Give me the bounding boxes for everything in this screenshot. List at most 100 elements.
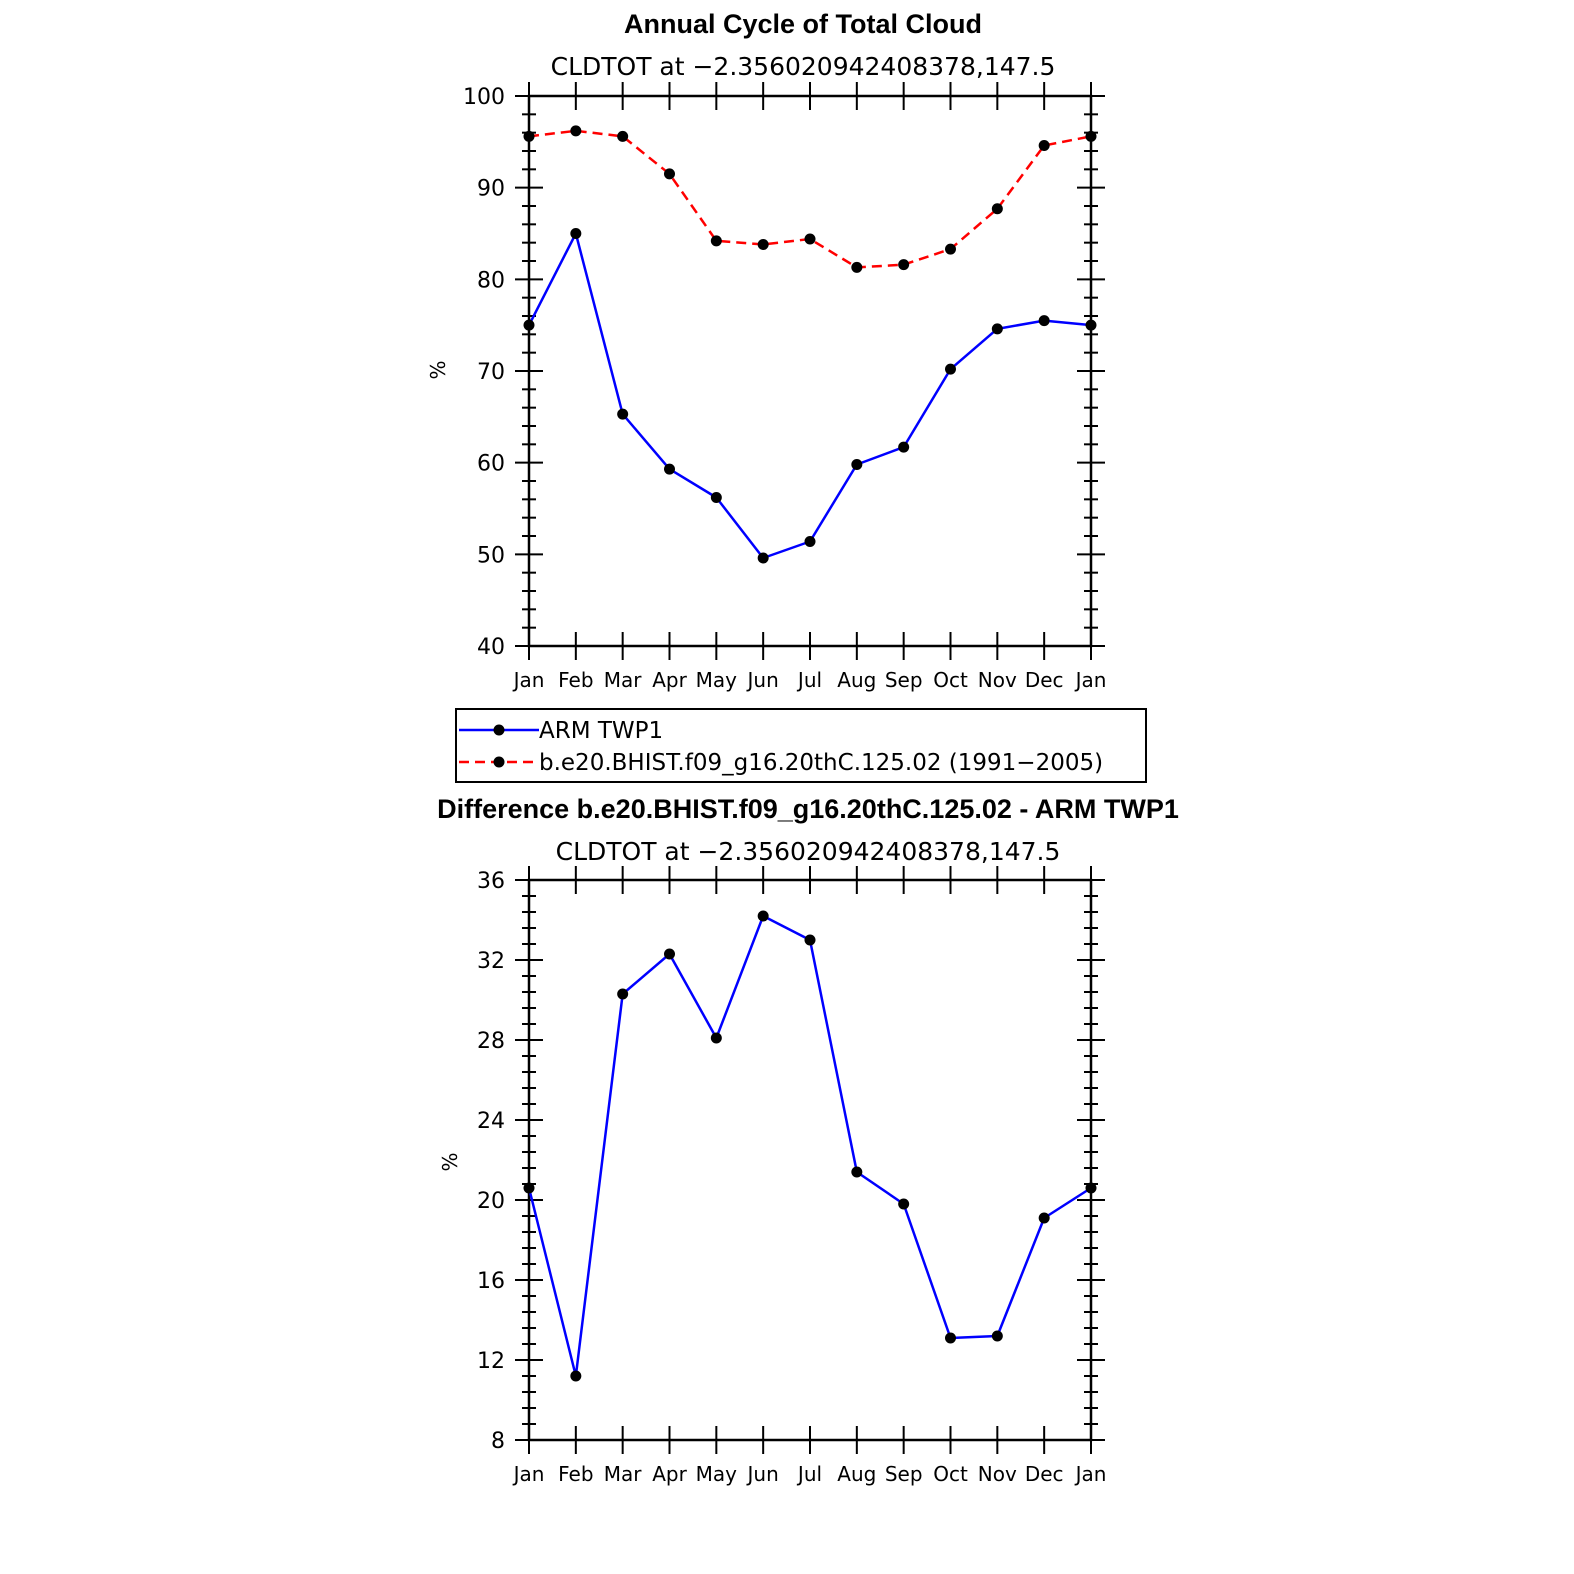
- top-series-1-point: [851, 261, 863, 273]
- bottom-x-tick-label: Jun: [746, 1462, 779, 1486]
- top-y-tick-label: 40: [477, 635, 505, 660]
- bottom-chart-title: Difference b.e20.BHIST.f09_g16.20thC.125…: [437, 794, 1179, 824]
- bottom-series-0-point: [1038, 1212, 1050, 1224]
- bottom-series-0-point: [1085, 1182, 1097, 1194]
- legend-label-model: b.e20.BHIST.f09_g16.20thC.125.02 (1991−2…: [539, 750, 1103, 776]
- legend-marker-arm: [493, 724, 505, 736]
- top-series-0-point: [804, 536, 816, 547]
- top-series-0-point: [617, 408, 629, 420]
- bottom-x-tick-label: Feb: [558, 1462, 593, 1486]
- top-x-tick-label: Mar: [604, 668, 643, 692]
- bottom-x-tick-label: Jul: [796, 1462, 822, 1486]
- bottom-x-tick-label: Dec: [1025, 1462, 1064, 1486]
- top-series-0-point: [945, 363, 956, 375]
- bottom-y-tick-label: 36: [477, 869, 505, 894]
- top-y-tick-label: 50: [477, 543, 505, 568]
- legend-box: [455, 708, 1147, 783]
- bottom-y-tick-label: 8: [491, 1429, 505, 1454]
- top-series-0-point: [757, 552, 769, 564]
- top-series-0-point: [710, 492, 722, 503]
- top-series-0-point: [851, 459, 863, 470]
- top-x-tick-label: Dec: [1025, 668, 1064, 692]
- legend: ARM TWP1 b.e20.BHIST.f09_g16.20thC.125.0…: [455, 708, 1147, 783]
- bottom-series-0-line: [527, 914, 1092, 1378]
- bottom-series-0-point: [570, 1370, 582, 1382]
- bottom-x-tick-label: Mar: [604, 1462, 643, 1486]
- bottom-series-0-point: [898, 1198, 910, 1210]
- top-series-1-point: [898, 259, 910, 271]
- bottom-series-0-point: [617, 988, 629, 1000]
- bottom-series-0-point: [523, 1182, 535, 1194]
- top-series-0-point: [523, 319, 535, 331]
- bottom-series-0-point: [664, 948, 675, 960]
- top-y-tick-label: 60: [477, 452, 505, 477]
- top-series-0-point: [664, 463, 675, 475]
- top-series-0-point: [1038, 315, 1050, 327]
- top-x-tick-label: Jul: [796, 668, 822, 692]
- top-x-tick-label: Jan: [1074, 668, 1107, 692]
- top-series-1-point: [1038, 140, 1050, 151]
- top-x-tick-label: Jun: [746, 668, 779, 692]
- bottom-plot-frame: [527, 878, 1093, 1442]
- top-series-1-point: [570, 125, 582, 137]
- top-x-tick-label: Jan: [512, 668, 545, 692]
- top-series-0-point: [898, 441, 910, 453]
- top-series-1-point: [664, 168, 675, 180]
- top-plot-frame: [527, 94, 1093, 648]
- bottom-y-tick-label: 32: [477, 949, 505, 974]
- bottom-y-tick-label: 16: [477, 1269, 505, 1294]
- bottom-x-tick-label: Nov: [978, 1462, 1017, 1486]
- top-series-1-point: [757, 239, 769, 250]
- bottom-y-tick-label: 20: [477, 1189, 505, 1214]
- top-series-0-point: [570, 228, 582, 239]
- bottom-series-0-point: [945, 1332, 956, 1344]
- top-x-tick-label: Oct: [933, 668, 968, 692]
- top-series-1-point: [710, 235, 722, 247]
- bottom-x-tick-label: May: [696, 1462, 738, 1486]
- bottom-chart-y-axis-label: %: [438, 1152, 462, 1171]
- top-series-1-point: [1085, 130, 1097, 142]
- bottom-x-tick-label: Sep: [885, 1462, 923, 1486]
- bottom-series-0-point: [851, 1166, 863, 1178]
- top-x-tick-label: Apr: [652, 668, 687, 692]
- bottom-x-tick-label: Jan: [512, 1462, 545, 1486]
- top-chart-title: Annual Cycle of Total Cloud: [624, 9, 982, 39]
- bottom-y-tick-label: 24: [477, 1109, 505, 1134]
- bottom-y-tick-label: 28: [477, 1029, 505, 1054]
- bottom-chart-subtitle: CLDTOT at −2.356020942408378,147.5: [556, 837, 1061, 866]
- bottom-series-0-point: [804, 934, 816, 946]
- top-chart-plot: 100 90 80 70 60 50 40 Jan Feb Mar Apr May Jun Jul Aug S…: [463, 82, 1106, 692]
- top-y-tick-label: 90: [477, 177, 505, 202]
- top-x-tick-label: Aug: [837, 668, 876, 692]
- bottom-y-tick-label: 12: [477, 1349, 505, 1374]
- top-series-0-point: [991, 323, 1003, 335]
- bottom-x-tick-label: Apr: [652, 1462, 687, 1486]
- top-series-0-line: [527, 232, 1092, 560]
- top-series-1-point: [991, 203, 1003, 215]
- top-x-tick-label: Nov: [978, 668, 1017, 692]
- top-y-tick-label: 70: [477, 360, 505, 385]
- top-chart-y-axis-label: %: [426, 360, 450, 379]
- bottom-series-0-point: [710, 1032, 722, 1044]
- top-series-1-line: [528, 129, 1092, 269]
- top-y-tick-label: 80: [477, 268, 505, 293]
- bottom-series-0-point: [757, 910, 769, 922]
- top-y-tick-label: 100: [463, 85, 505, 110]
- top-series-1-point: [617, 130, 629, 142]
- top-x-tick-label: Sep: [885, 668, 923, 692]
- top-series-1-point: [804, 233, 816, 245]
- top-series-1-point: [945, 243, 956, 255]
- legend-marker-model: [493, 756, 505, 768]
- top-chart-subtitle: CLDTOT at −2.356020942408378,147.5: [551, 52, 1056, 81]
- bottom-series-0-point: [991, 1330, 1003, 1342]
- top-series-0-point: [1085, 319, 1097, 331]
- top-x-tick-label: Feb: [558, 668, 593, 692]
- legend-label-arm: ARM TWP1: [539, 718, 663, 744]
- bottom-chart-plot: 36 32 28 24 20 16 12 8 Jan Feb Mar Apr May Jun Jul Aug S…: [477, 866, 1106, 1486]
- bottom-x-tick-label: Oct: [933, 1462, 968, 1486]
- top-series-1-point: [523, 130, 535, 142]
- bottom-x-tick-label: Aug: [837, 1462, 876, 1486]
- bottom-x-tick-label: Jan: [1074, 1462, 1107, 1486]
- top-x-tick-label: May: [696, 668, 738, 692]
